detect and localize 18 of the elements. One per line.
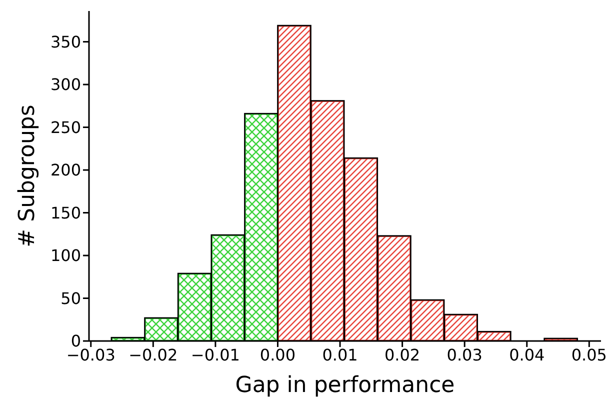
x-tick-label: −0.01 [190, 345, 240, 364]
x-tick-label: 0.01 [322, 345, 358, 364]
y-tick-label: 100 [50, 246, 81, 266]
y-tick-label: 50 [60, 288, 81, 308]
y-tick-label: 200 [50, 160, 81, 180]
x-tick-label: 0.00 [260, 345, 296, 364]
y-axis-title: # Subgroups [15, 104, 40, 248]
y-tick-label: 300 [50, 75, 81, 94]
x-tick-label: −0.02 [128, 345, 178, 364]
x-tick-label: 0.04 [509, 345, 545, 364]
y-tick-label: 0 [70, 332, 81, 351]
x-axis-title: Gap in performance [235, 373, 455, 398]
x-tick-label: 0.02 [384, 345, 420, 364]
x-tick-label: 0.03 [446, 345, 482, 364]
y-tick-label: 150 [50, 203, 81, 222]
y-tick-label: 350 [50, 32, 81, 52]
y-tick-label: 250 [50, 118, 81, 137]
x-tick-label: 0.05 [571, 345, 607, 364]
